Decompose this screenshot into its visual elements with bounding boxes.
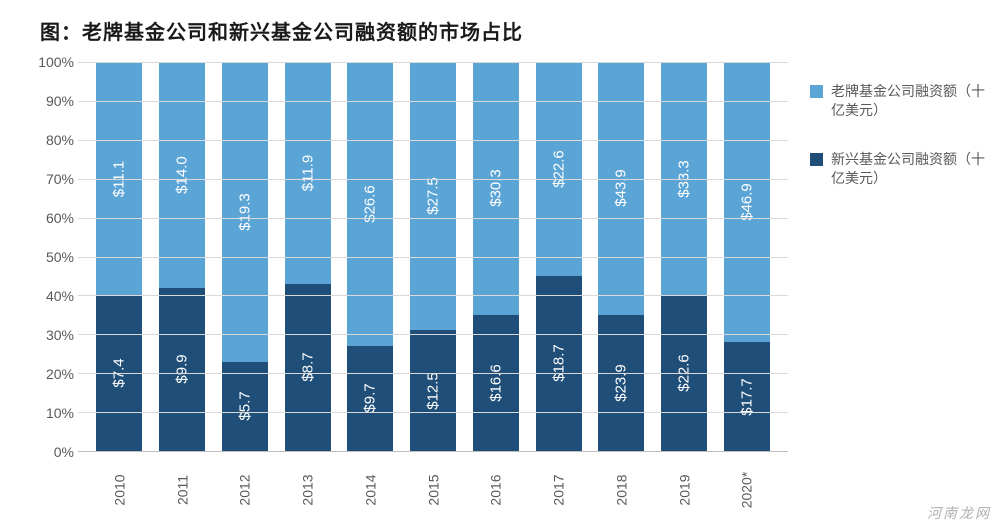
watermark: 河南龙网 — [927, 503, 991, 523]
bar-value-label: $22.6 — [550, 150, 567, 188]
gridline — [78, 218, 788, 219]
legend-swatch — [810, 85, 823, 98]
bar-value-label: $9.7 — [362, 384, 379, 413]
y-tick-label: 100% — [20, 54, 74, 70]
bar-segment-established: $19.3 — [222, 62, 268, 362]
bar-segment-established: $14.0 — [159, 62, 205, 288]
y-tick-label: 60% — [20, 210, 74, 226]
bar-value-label: $9.9 — [174, 355, 191, 384]
bar-value-label: $8.7 — [299, 353, 316, 382]
legend-label: 老牌基金公司融资额（十亿美元） — [831, 82, 990, 120]
bar-segment-emerging: $9.9 — [159, 288, 205, 451]
x-tick-label: 2017 — [551, 459, 567, 522]
x-tick-label: 2015 — [425, 459, 441, 522]
x-tick-label: 2010 — [111, 459, 127, 522]
x-tick-label: 2011 — [174, 459, 190, 522]
bar-value-label: $17.7 — [738, 378, 755, 416]
bar-value-label: $30.3 — [487, 170, 504, 208]
chart-title: 图：老牌基金公司和新兴基金公司融资额的市场占比 — [40, 16, 523, 45]
y-tick-label: 80% — [20, 132, 74, 148]
bar-segment-established: $26.6 — [347, 62, 393, 346]
gridline — [78, 257, 788, 258]
legend-label: 新兴基金公司融资额（十亿美元） — [831, 150, 990, 188]
y-axis: 0%10%20%30%40%50%60%70%80%90%100% — [20, 62, 74, 452]
gridline — [78, 412, 788, 413]
legend-swatch — [810, 153, 823, 166]
gridline — [78, 373, 788, 374]
x-tick-label: 2020* — [739, 459, 755, 522]
bar-value-label: $27.5 — [425, 177, 442, 215]
y-tick-label: 50% — [20, 249, 74, 265]
y-tick-label: 30% — [20, 327, 74, 343]
bar-segment-established: $22.6 — [536, 62, 582, 276]
bar-value-label: $43.9 — [613, 170, 630, 208]
bar-segment-emerging: $5.7 — [222, 362, 268, 451]
bar-value-label: $19.3 — [236, 193, 253, 231]
bar-value-label: $12.5 — [425, 372, 442, 410]
bar-segment-emerging: $12.5 — [410, 330, 456, 451]
bar-segment-emerging: $17.7 — [724, 342, 770, 451]
x-tick-label: 2016 — [488, 459, 504, 522]
y-tick-label: 0% — [20, 444, 74, 460]
bar-segment-established: $27.5 — [410, 62, 456, 330]
legend-item: 老牌基金公司融资额（十亿美元） — [810, 82, 990, 120]
bar-value-label: $5.7 — [236, 392, 253, 421]
bar-value-label: $23.9 — [613, 364, 630, 402]
y-tick-label: 20% — [20, 366, 74, 382]
bar-segment-established: $11.9 — [285, 62, 331, 284]
bar-value-label: $18.7 — [550, 345, 567, 383]
gridline — [78, 62, 788, 63]
legend: 老牌基金公司融资额（十亿美元） 新兴基金公司融资额（十亿美元） — [810, 82, 990, 218]
x-tick-label: 2019 — [676, 459, 692, 522]
bar-segment-emerging: $9.7 — [347, 346, 393, 451]
bar-value-label: $16.6 — [487, 364, 504, 402]
bar-value-label: $14.0 — [174, 156, 191, 194]
chart-plot-area: $11.1$7.4$14.0$9.9$19.3$5.7$11.9$8.7$26.… — [78, 62, 788, 452]
gridline — [78, 140, 788, 141]
y-tick-label: 40% — [20, 288, 74, 304]
bar-value-label: $11.9 — [299, 155, 316, 191]
bar-segment-emerging: $18.7 — [536, 276, 582, 451]
x-axis: 2010201120122013201420152016201720182019… — [78, 460, 788, 498]
bar-value-label: $46.9 — [738, 183, 755, 221]
x-tick-label: 2012 — [237, 459, 253, 522]
y-tick-label: 70% — [20, 171, 74, 187]
bar-segment-established: $46.9 — [724, 62, 770, 342]
gridline — [78, 295, 788, 296]
legend-item: 新兴基金公司融资额（十亿美元） — [810, 150, 990, 188]
x-tick-label: 2013 — [300, 459, 316, 522]
gridline — [78, 334, 788, 335]
bar-segment-emerging: $8.7 — [285, 284, 331, 451]
gridline — [78, 101, 788, 102]
y-tick-label: 10% — [20, 405, 74, 421]
gridline — [78, 179, 788, 180]
x-tick-label: 2018 — [613, 459, 629, 522]
y-tick-label: 90% — [20, 93, 74, 109]
x-tick-label: 2014 — [362, 459, 378, 522]
